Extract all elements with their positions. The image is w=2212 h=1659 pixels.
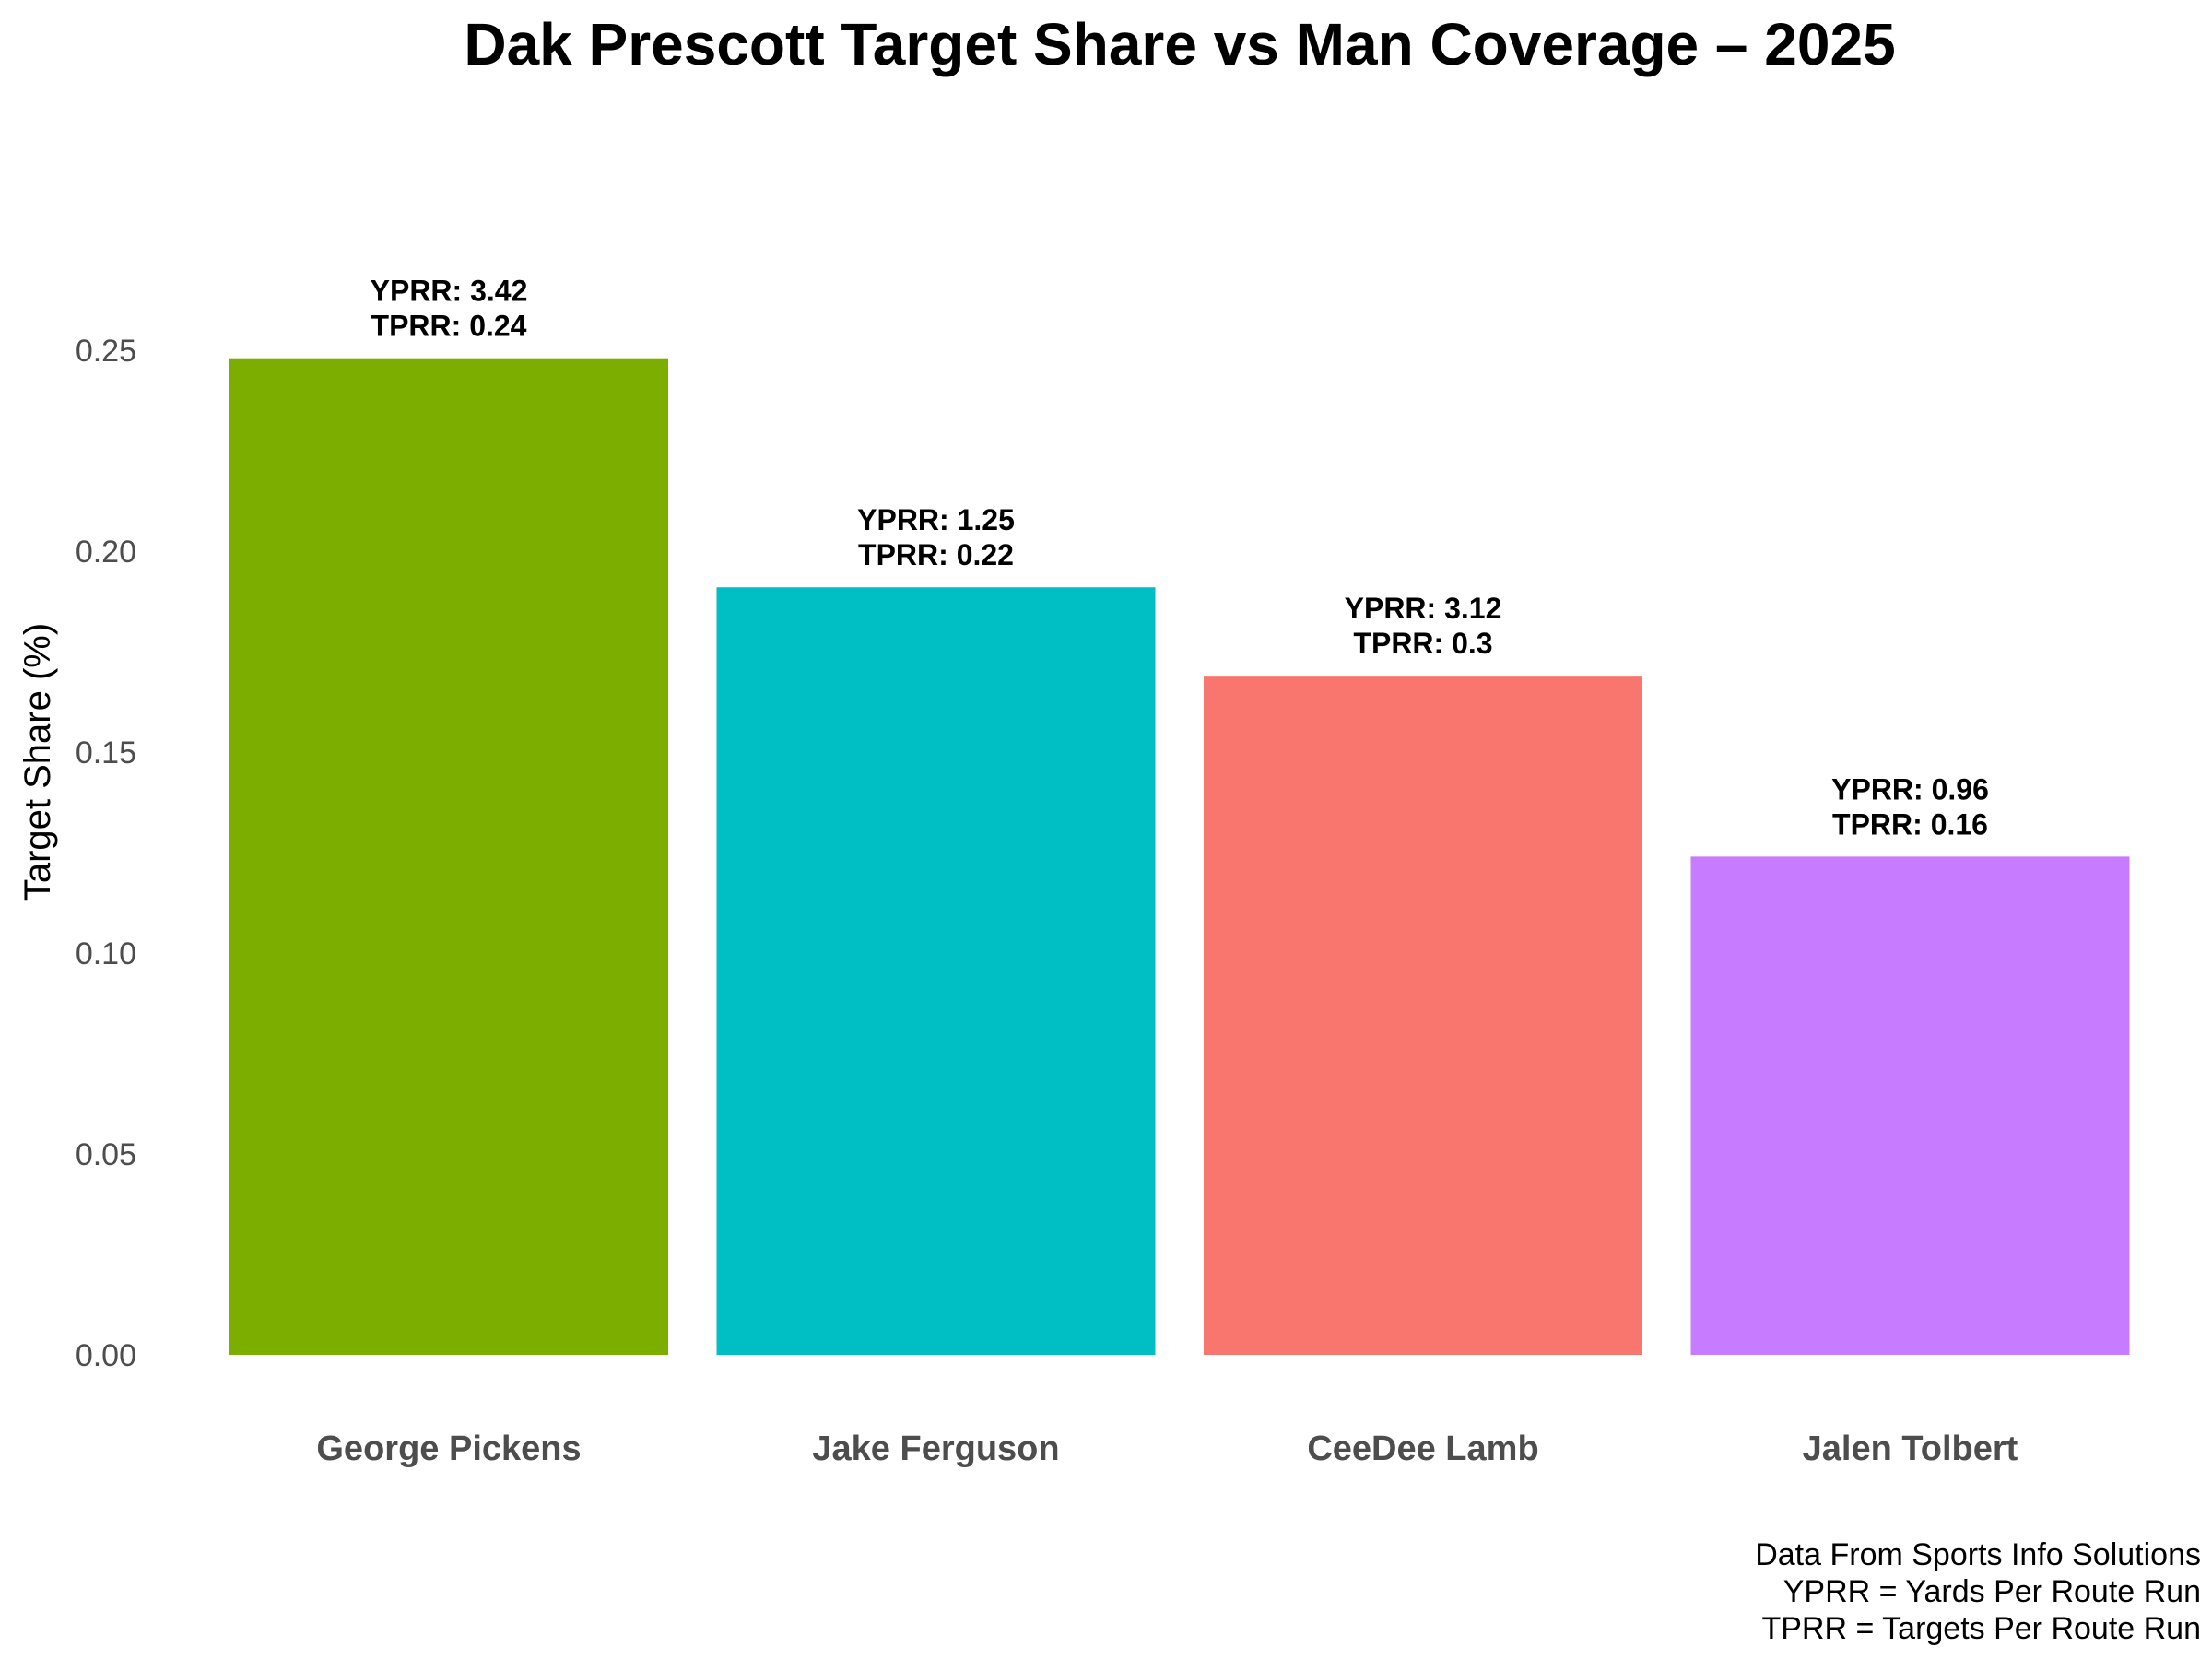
y-tick-label: 0.15 [76,735,136,771]
y-tick-label: 0.00 [76,1338,136,1373]
bar [1690,856,2130,1355]
bar-data-label: YPRR: 1.25 [857,503,1015,536]
bar [716,587,1156,1355]
y-tick-label: 0.25 [76,334,136,369]
bar-data-label: TPRR: 0.22 [858,538,1014,571]
bar-data-label: TPRR: 0.16 [1832,807,1988,841]
bar-data-label: YPRR: 3.42 [371,275,528,308]
bar [1204,676,1642,1355]
bar-data-label: YPRR: 0.96 [1831,772,1989,806]
x-axis-ticks: George Pickens Jake Ferguson CeeDee Lamb Ja… [316,1430,2018,1468]
bar-data-label: TPRR: 0.24 [371,310,527,343]
bar [229,358,668,1356]
y-tick-label: 0.20 [76,535,136,570]
chart-title: Dak Prescott Target Share vs Man Coverag… [464,11,1895,77]
caption-line: YPRR = Yards Per Route Run [1783,1574,2201,1609]
x-tick-label: Jalen Tolbert [1803,1430,2018,1468]
bar-data-label: TPRR: 0.3 [1353,627,1492,660]
y-axis-label: Target Share (%) [18,623,58,901]
x-tick-label: CeeDee Lamb [1307,1430,1538,1468]
y-tick-label: 0.10 [76,936,136,971]
x-tick-label: George Pickens [316,1430,581,1468]
y-tick-label: 0.05 [76,1137,136,1172]
caption-line: Data From Sports Info Solutions [1755,1537,2201,1572]
bar-data-label: YPRR: 3.12 [1345,592,1502,625]
caption-line: TPRR = Targets Per Route Run [1761,1611,2201,1646]
bars [229,358,2130,1356]
y-axis-ticks: 0.00 0.05 0.10 0.15 0.20 0.25 [76,334,136,1373]
x-tick-label: Jake Ferguson [812,1430,1059,1468]
